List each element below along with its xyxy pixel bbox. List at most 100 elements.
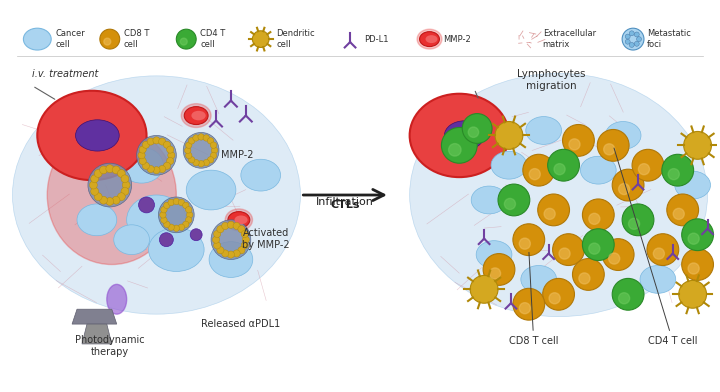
Circle shape (569, 139, 580, 150)
Circle shape (598, 129, 629, 161)
Circle shape (198, 134, 204, 140)
Circle shape (632, 149, 664, 181)
Text: Metastatic
foci: Metastatic foci (647, 29, 690, 49)
Circle shape (203, 135, 210, 141)
Text: MMP-2: MMP-2 (444, 34, 471, 44)
Circle shape (647, 234, 679, 265)
Ellipse shape (420, 32, 439, 47)
Circle shape (186, 207, 192, 213)
Circle shape (99, 166, 107, 174)
Circle shape (176, 29, 196, 49)
Circle shape (222, 250, 229, 257)
Text: Cancer
cell: Cancer cell (55, 29, 85, 49)
Circle shape (608, 253, 620, 264)
Text: Lymphocytes
migration: Lymphocytes migration (518, 69, 586, 91)
Text: Infiltration: Infiltration (316, 197, 374, 207)
Circle shape (228, 251, 235, 258)
Circle shape (91, 187, 99, 195)
Ellipse shape (192, 111, 206, 120)
Circle shape (490, 268, 500, 279)
Circle shape (112, 166, 120, 174)
Circle shape (618, 293, 630, 304)
Ellipse shape (410, 73, 708, 317)
Circle shape (106, 198, 114, 205)
Ellipse shape (410, 94, 509, 177)
Circle shape (173, 225, 179, 232)
Circle shape (662, 154, 693, 186)
Circle shape (100, 29, 120, 49)
Circle shape (233, 222, 240, 229)
Text: MMP-2: MMP-2 (221, 150, 253, 160)
Ellipse shape (426, 35, 438, 43)
Ellipse shape (148, 228, 204, 272)
Text: CD8 T
cell: CD8 T cell (124, 29, 149, 49)
Circle shape (543, 278, 575, 310)
Circle shape (137, 135, 176, 175)
Circle shape (549, 293, 560, 304)
Circle shape (189, 138, 195, 144)
Circle shape (163, 141, 171, 148)
Text: CD4 T cell: CD4 T cell (614, 148, 698, 346)
Text: CD8 T cell: CD8 T cell (509, 252, 559, 346)
Circle shape (153, 167, 160, 174)
Ellipse shape (12, 76, 300, 314)
Circle shape (688, 263, 699, 274)
Circle shape (529, 169, 540, 180)
Ellipse shape (209, 242, 253, 278)
Circle shape (238, 225, 245, 233)
Ellipse shape (186, 170, 236, 210)
Circle shape (122, 181, 130, 189)
Circle shape (94, 170, 102, 178)
Circle shape (498, 184, 530, 216)
Circle shape (589, 213, 600, 224)
Circle shape (147, 165, 154, 172)
Circle shape (548, 149, 580, 181)
Circle shape (582, 199, 614, 231)
Ellipse shape (241, 159, 281, 191)
Circle shape (634, 32, 639, 37)
Ellipse shape (114, 225, 150, 254)
Circle shape (253, 31, 269, 47)
Circle shape (161, 207, 167, 213)
Circle shape (667, 194, 698, 226)
Text: CD4 T
cell: CD4 T cell (200, 29, 225, 49)
Circle shape (212, 147, 217, 154)
Circle shape (186, 212, 193, 218)
Text: i.v. treatment: i.v. treatment (32, 69, 99, 79)
Circle shape (682, 249, 714, 280)
Circle shape (612, 169, 644, 201)
Ellipse shape (127, 195, 186, 245)
Circle shape (679, 280, 706, 308)
Ellipse shape (225, 209, 253, 231)
Circle shape (183, 202, 189, 209)
Circle shape (161, 217, 167, 223)
Ellipse shape (471, 186, 507, 214)
Circle shape (198, 160, 204, 167)
Ellipse shape (184, 107, 208, 125)
Circle shape (688, 233, 699, 244)
Circle shape (117, 193, 125, 201)
Circle shape (513, 289, 545, 320)
Circle shape (193, 160, 199, 166)
Circle shape (495, 122, 523, 149)
Circle shape (636, 36, 642, 42)
Circle shape (139, 146, 146, 153)
Circle shape (138, 152, 145, 159)
Circle shape (639, 163, 649, 175)
Ellipse shape (228, 212, 250, 228)
Circle shape (158, 165, 166, 172)
Circle shape (173, 198, 179, 205)
Circle shape (470, 276, 498, 303)
Circle shape (147, 138, 154, 145)
Ellipse shape (675, 171, 711, 199)
Circle shape (139, 158, 146, 165)
Circle shape (625, 34, 630, 39)
Circle shape (121, 175, 129, 183)
Ellipse shape (476, 241, 512, 269)
Circle shape (163, 221, 170, 228)
Circle shape (153, 137, 160, 144)
Circle shape (179, 199, 184, 206)
Circle shape (210, 142, 217, 149)
Circle shape (559, 248, 570, 259)
Circle shape (579, 273, 590, 284)
